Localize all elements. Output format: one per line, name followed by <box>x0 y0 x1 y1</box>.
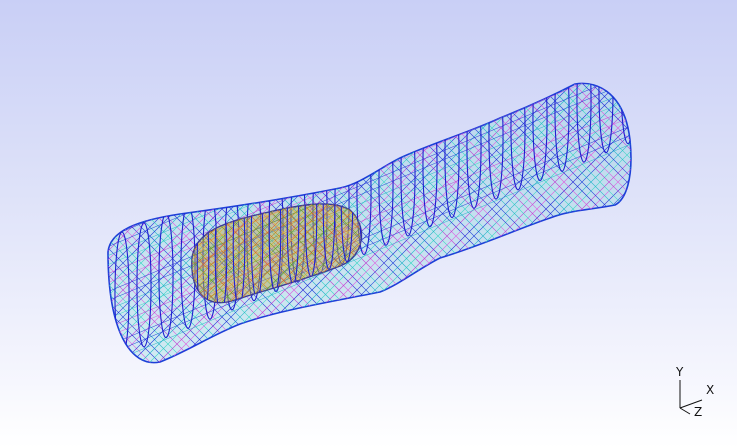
outer-vessel <box>107 82 632 364</box>
z-axis-label: Z <box>694 405 702 419</box>
x-axis-label: X <box>706 383 714 397</box>
axis-triad: Y X Z <box>675 365 714 419</box>
y-axis-label: Y <box>675 365 684 379</box>
